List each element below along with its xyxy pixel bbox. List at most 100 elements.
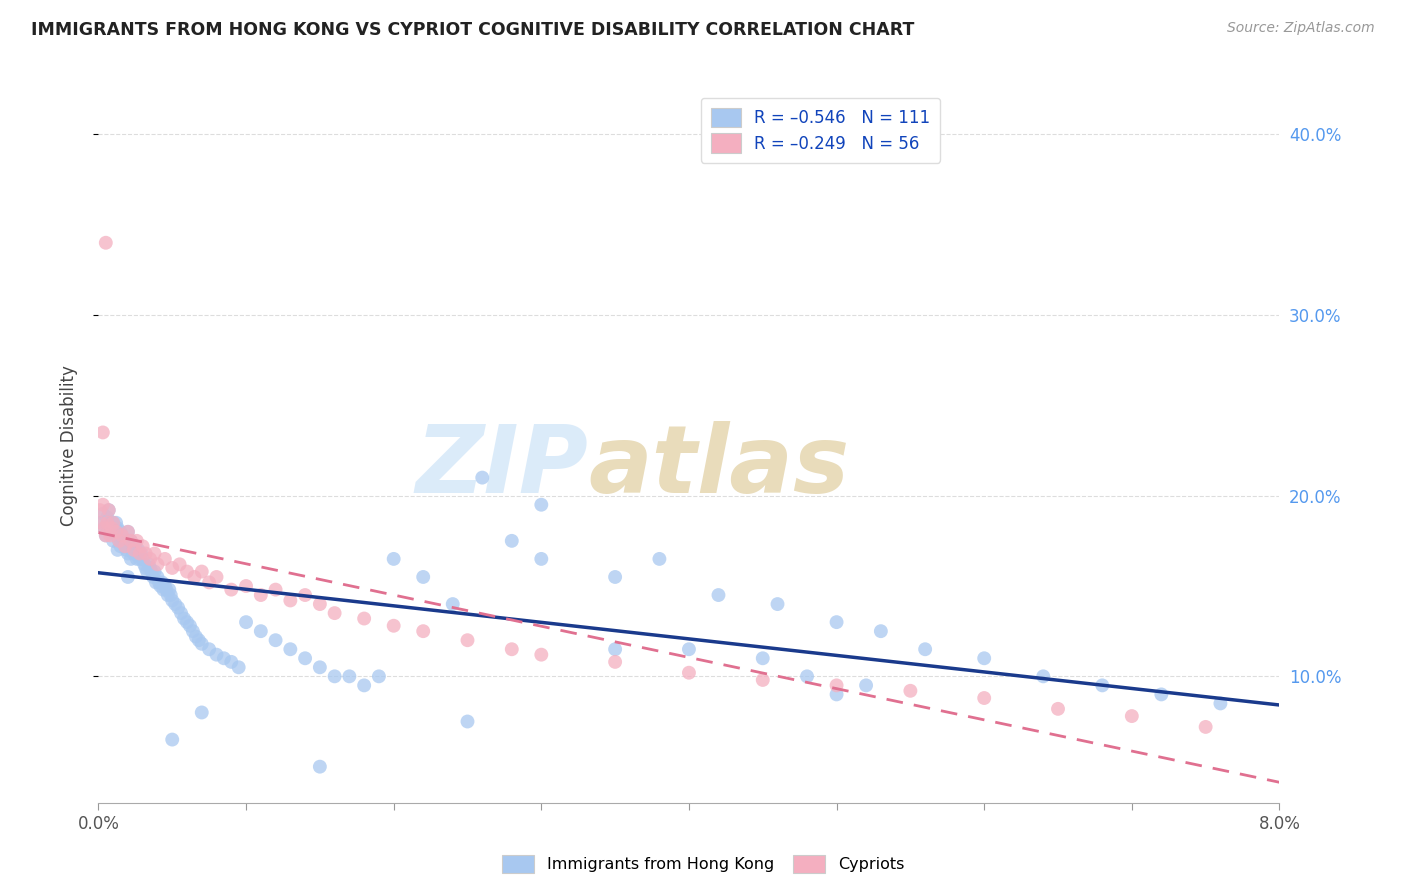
Point — [91, 498, 114, 512]
Point — [441, 597, 464, 611]
Point — [98, 528, 121, 542]
Point — [339, 669, 361, 683]
Point — [235, 579, 257, 593]
Point — [139, 561, 162, 575]
Point — [97, 503, 120, 517]
Point — [110, 539, 132, 553]
Point — [184, 630, 207, 644]
Point — [93, 521, 115, 535]
Point — [103, 516, 125, 530]
Text: ZIP: ZIP — [416, 421, 589, 514]
Point — [605, 570, 627, 584]
Point — [368, 669, 391, 683]
Point — [145, 575, 167, 590]
Point — [146, 558, 169, 572]
Point — [264, 582, 287, 597]
Point — [100, 521, 122, 535]
Point — [412, 570, 434, 584]
Point — [125, 552, 148, 566]
Point — [139, 552, 162, 566]
Point — [973, 651, 995, 665]
Point — [323, 669, 346, 683]
Point — [235, 615, 257, 629]
Legend: R = –0.546   N = 111, R = –0.249   N = 56: R = –0.546 N = 111, R = –0.249 N = 56 — [702, 97, 941, 162]
Point — [187, 633, 209, 648]
Point — [825, 687, 848, 701]
Text: atlas: atlas — [589, 421, 849, 514]
Point — [146, 570, 169, 584]
Point — [96, 516, 118, 530]
Point — [120, 533, 142, 548]
Point — [1209, 697, 1232, 711]
Point — [162, 732, 183, 747]
Point — [162, 561, 183, 575]
Point — [412, 624, 434, 639]
Point — [280, 642, 302, 657]
Point — [501, 533, 523, 548]
Point — [129, 547, 152, 561]
Point — [1150, 687, 1173, 701]
Point — [280, 593, 302, 607]
Point — [118, 539, 141, 553]
Point — [91, 425, 114, 440]
Point — [148, 575, 170, 590]
Point — [90, 516, 112, 530]
Point — [1046, 702, 1070, 716]
Point — [114, 539, 136, 553]
Point — [165, 597, 187, 611]
Point — [471, 470, 494, 484]
Point — [205, 570, 228, 584]
Point — [605, 642, 627, 657]
Point — [91, 507, 114, 521]
Point — [457, 633, 479, 648]
Point — [117, 547, 139, 561]
Point — [152, 582, 174, 597]
Point — [117, 524, 139, 539]
Point — [221, 582, 243, 597]
Point — [353, 611, 375, 625]
Point — [103, 521, 125, 535]
Point — [530, 648, 553, 662]
Point — [181, 624, 204, 639]
Point — [138, 558, 160, 572]
Point — [176, 565, 198, 579]
Point — [143, 547, 166, 561]
Point — [648, 552, 671, 566]
Point — [294, 651, 316, 665]
Point — [117, 533, 139, 548]
Point — [94, 528, 117, 542]
Point — [100, 516, 122, 530]
Point — [121, 542, 143, 557]
Point — [457, 714, 479, 729]
Point — [501, 642, 523, 657]
Point — [156, 588, 179, 602]
Point — [825, 678, 848, 692]
Text: Source: ZipAtlas.com: Source: ZipAtlas.com — [1227, 21, 1375, 36]
Point — [825, 615, 848, 629]
Point — [766, 597, 789, 611]
Point — [179, 619, 201, 633]
Point — [752, 673, 775, 687]
Point — [132, 552, 155, 566]
Point — [162, 593, 183, 607]
Point — [309, 660, 332, 674]
Point — [143, 565, 166, 579]
Point — [120, 533, 142, 548]
Point — [108, 533, 131, 548]
Point — [90, 516, 112, 530]
Point — [1091, 678, 1114, 692]
Point — [1032, 669, 1054, 683]
Point — [94, 528, 117, 542]
Point — [191, 706, 214, 720]
Point — [183, 570, 205, 584]
Point — [170, 606, 193, 620]
Point — [228, 660, 250, 674]
Point — [105, 524, 128, 539]
Point — [1195, 720, 1218, 734]
Y-axis label: Cognitive Disability: Cognitive Disability — [59, 366, 77, 526]
Point — [870, 624, 893, 639]
Point — [294, 588, 316, 602]
Point — [678, 665, 700, 680]
Point — [309, 759, 332, 773]
Point — [176, 615, 198, 629]
